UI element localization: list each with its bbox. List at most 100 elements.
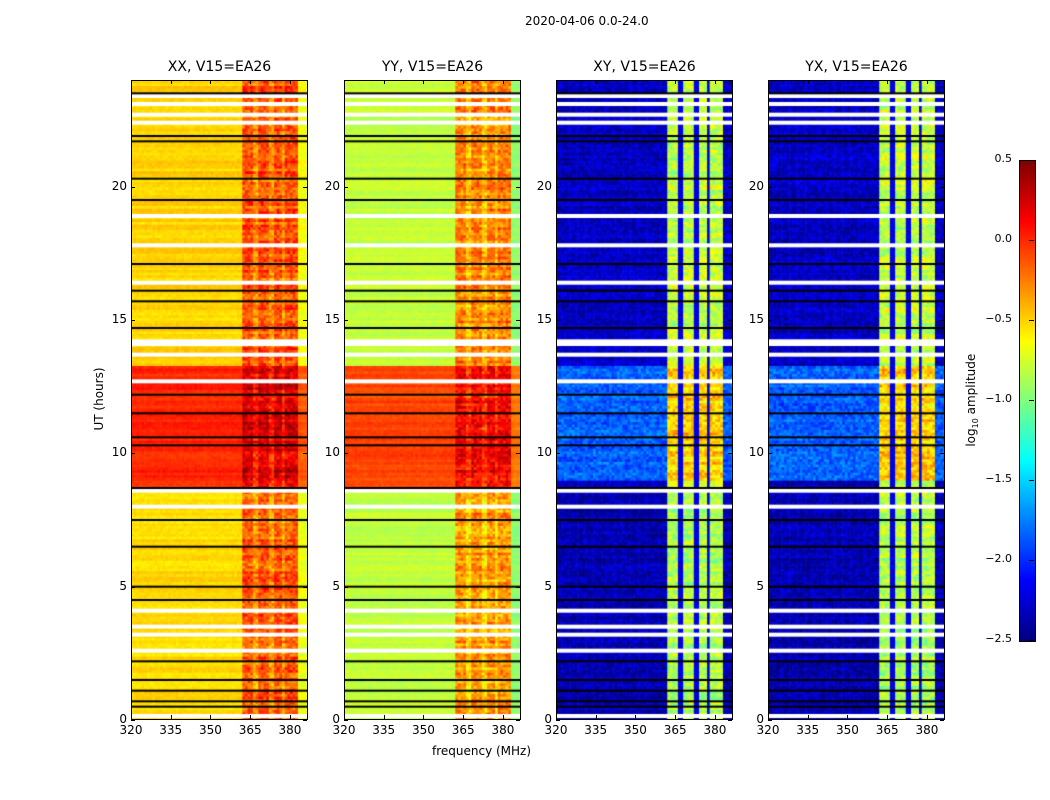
x-tick-label: 350 [412, 723, 435, 737]
y-tick [344, 453, 348, 455]
figure-title: 2020-04-06 0.0-24.0 [525, 14, 649, 28]
x-tick-label: 350 [199, 723, 222, 737]
y-tick [940, 453, 944, 455]
x-tick [383, 715, 385, 719]
colorbar-tick [1029, 240, 1034, 241]
x-tick [250, 80, 252, 84]
y-tick [940, 186, 944, 188]
y-tick-label: 20 [536, 178, 552, 193]
x-tick [423, 80, 425, 84]
x-tick [887, 80, 889, 84]
y-tick [344, 320, 348, 321]
colorbar-tick-label: 0.0 [994, 232, 1013, 245]
colorbar-tick-label: −2.0 [985, 552, 1012, 565]
heatmap-yx [768, 80, 945, 720]
y-tick [556, 720, 560, 721]
x-tick-label: 380 [915, 723, 939, 737]
colorbar-tick-label: −0.5 [985, 312, 1012, 325]
x-tick [502, 80, 504, 84]
y-tick [131, 720, 135, 721]
y-tick-label: 10 [324, 445, 340, 460]
x-tick [768, 80, 769, 84]
x-tick [635, 80, 637, 84]
colorbar-tick-label: −1.0 [985, 392, 1012, 405]
x-tick [807, 715, 809, 719]
x-tick-label: 320 [756, 723, 780, 737]
panel-title: YY, V15=EA26 [381, 59, 484, 75]
y-tick-label: 15 [324, 312, 340, 326]
x-tick [635, 715, 637, 719]
y-tick [768, 320, 772, 321]
y-tick [516, 453, 520, 455]
colorbar-tick-label: −1.5 [985, 472, 1012, 485]
y-tick-label: 20 [111, 178, 127, 193]
y-tick [556, 586, 560, 588]
x-tick-label: 320 [544, 723, 568, 737]
x-tick-label: 365 [238, 723, 262, 737]
y-tick [344, 586, 348, 588]
x-tick [289, 80, 291, 84]
x-tick [595, 715, 597, 719]
x-tick [131, 715, 132, 719]
y-tick [768, 720, 772, 721]
axes-frame [344, 80, 521, 720]
colorbar-tick [1029, 560, 1034, 561]
y-tick-label: 0 [544, 712, 552, 726]
colorbar-tick [1029, 480, 1034, 481]
y-tick [344, 720, 348, 721]
x-tick [250, 715, 252, 719]
colorbar [1019, 160, 1036, 642]
x-tick [383, 80, 385, 84]
x-tick [847, 80, 849, 84]
y-tick-label: 10 [111, 445, 127, 460]
y-tick-label: 10 [536, 445, 552, 460]
colorbar-label: log10 amplitude [963, 353, 981, 447]
x-tick [556, 80, 557, 84]
y-tick-label: 0 [119, 712, 127, 726]
x-tick-label: 335 [372, 723, 396, 737]
x-tick [556, 715, 557, 719]
y-tick [768, 586, 772, 588]
x-tick [210, 80, 212, 84]
colorbar-tick [1029, 160, 1034, 161]
x-tick [926, 80, 928, 84]
y-tick [768, 186, 772, 188]
x-tick [502, 715, 504, 719]
colorbar-tick-label: 0.5 [994, 152, 1013, 165]
y-tick [728, 320, 732, 321]
panel-0 [131, 80, 308, 720]
x-tick [170, 80, 172, 84]
y-tick [303, 720, 307, 721]
y-tick [768, 453, 772, 455]
x-tick [210, 715, 212, 719]
x-tick [847, 715, 849, 719]
x-tick [595, 80, 597, 84]
x-tick [807, 80, 809, 84]
colorbar-tick-label: −2.5 [985, 632, 1012, 645]
panel-title: XY, V15=EA26 [593, 59, 696, 75]
y-tick [131, 186, 135, 188]
x-tick [463, 80, 465, 84]
y-tick-label: 10 [748, 445, 764, 460]
y-tick [303, 186, 307, 188]
y-tick [131, 586, 135, 588]
y-tick-label: 20 [748, 178, 764, 193]
x-tick-label: 320 [332, 723, 356, 737]
x-axis-label: frequency (MHz) [432, 744, 532, 758]
colorbar-tick [1029, 640, 1034, 641]
x-tick [926, 715, 928, 719]
x-tick [463, 715, 465, 719]
x-tick-label: 350 [836, 723, 859, 737]
x-tick-label: 380 [491, 723, 515, 737]
x-tick-label: 335 [796, 723, 820, 737]
y-tick [516, 320, 520, 321]
y-tick [516, 720, 520, 721]
y-tick [344, 186, 348, 188]
heatmap-yy [344, 80, 521, 720]
x-tick-label: 380 [703, 723, 727, 737]
axes-frame [768, 80, 945, 720]
y-tick-label: 5 [544, 578, 552, 593]
y-tick [556, 186, 560, 188]
heatmap-xx [131, 80, 308, 720]
y-tick-label: 20 [324, 178, 340, 193]
